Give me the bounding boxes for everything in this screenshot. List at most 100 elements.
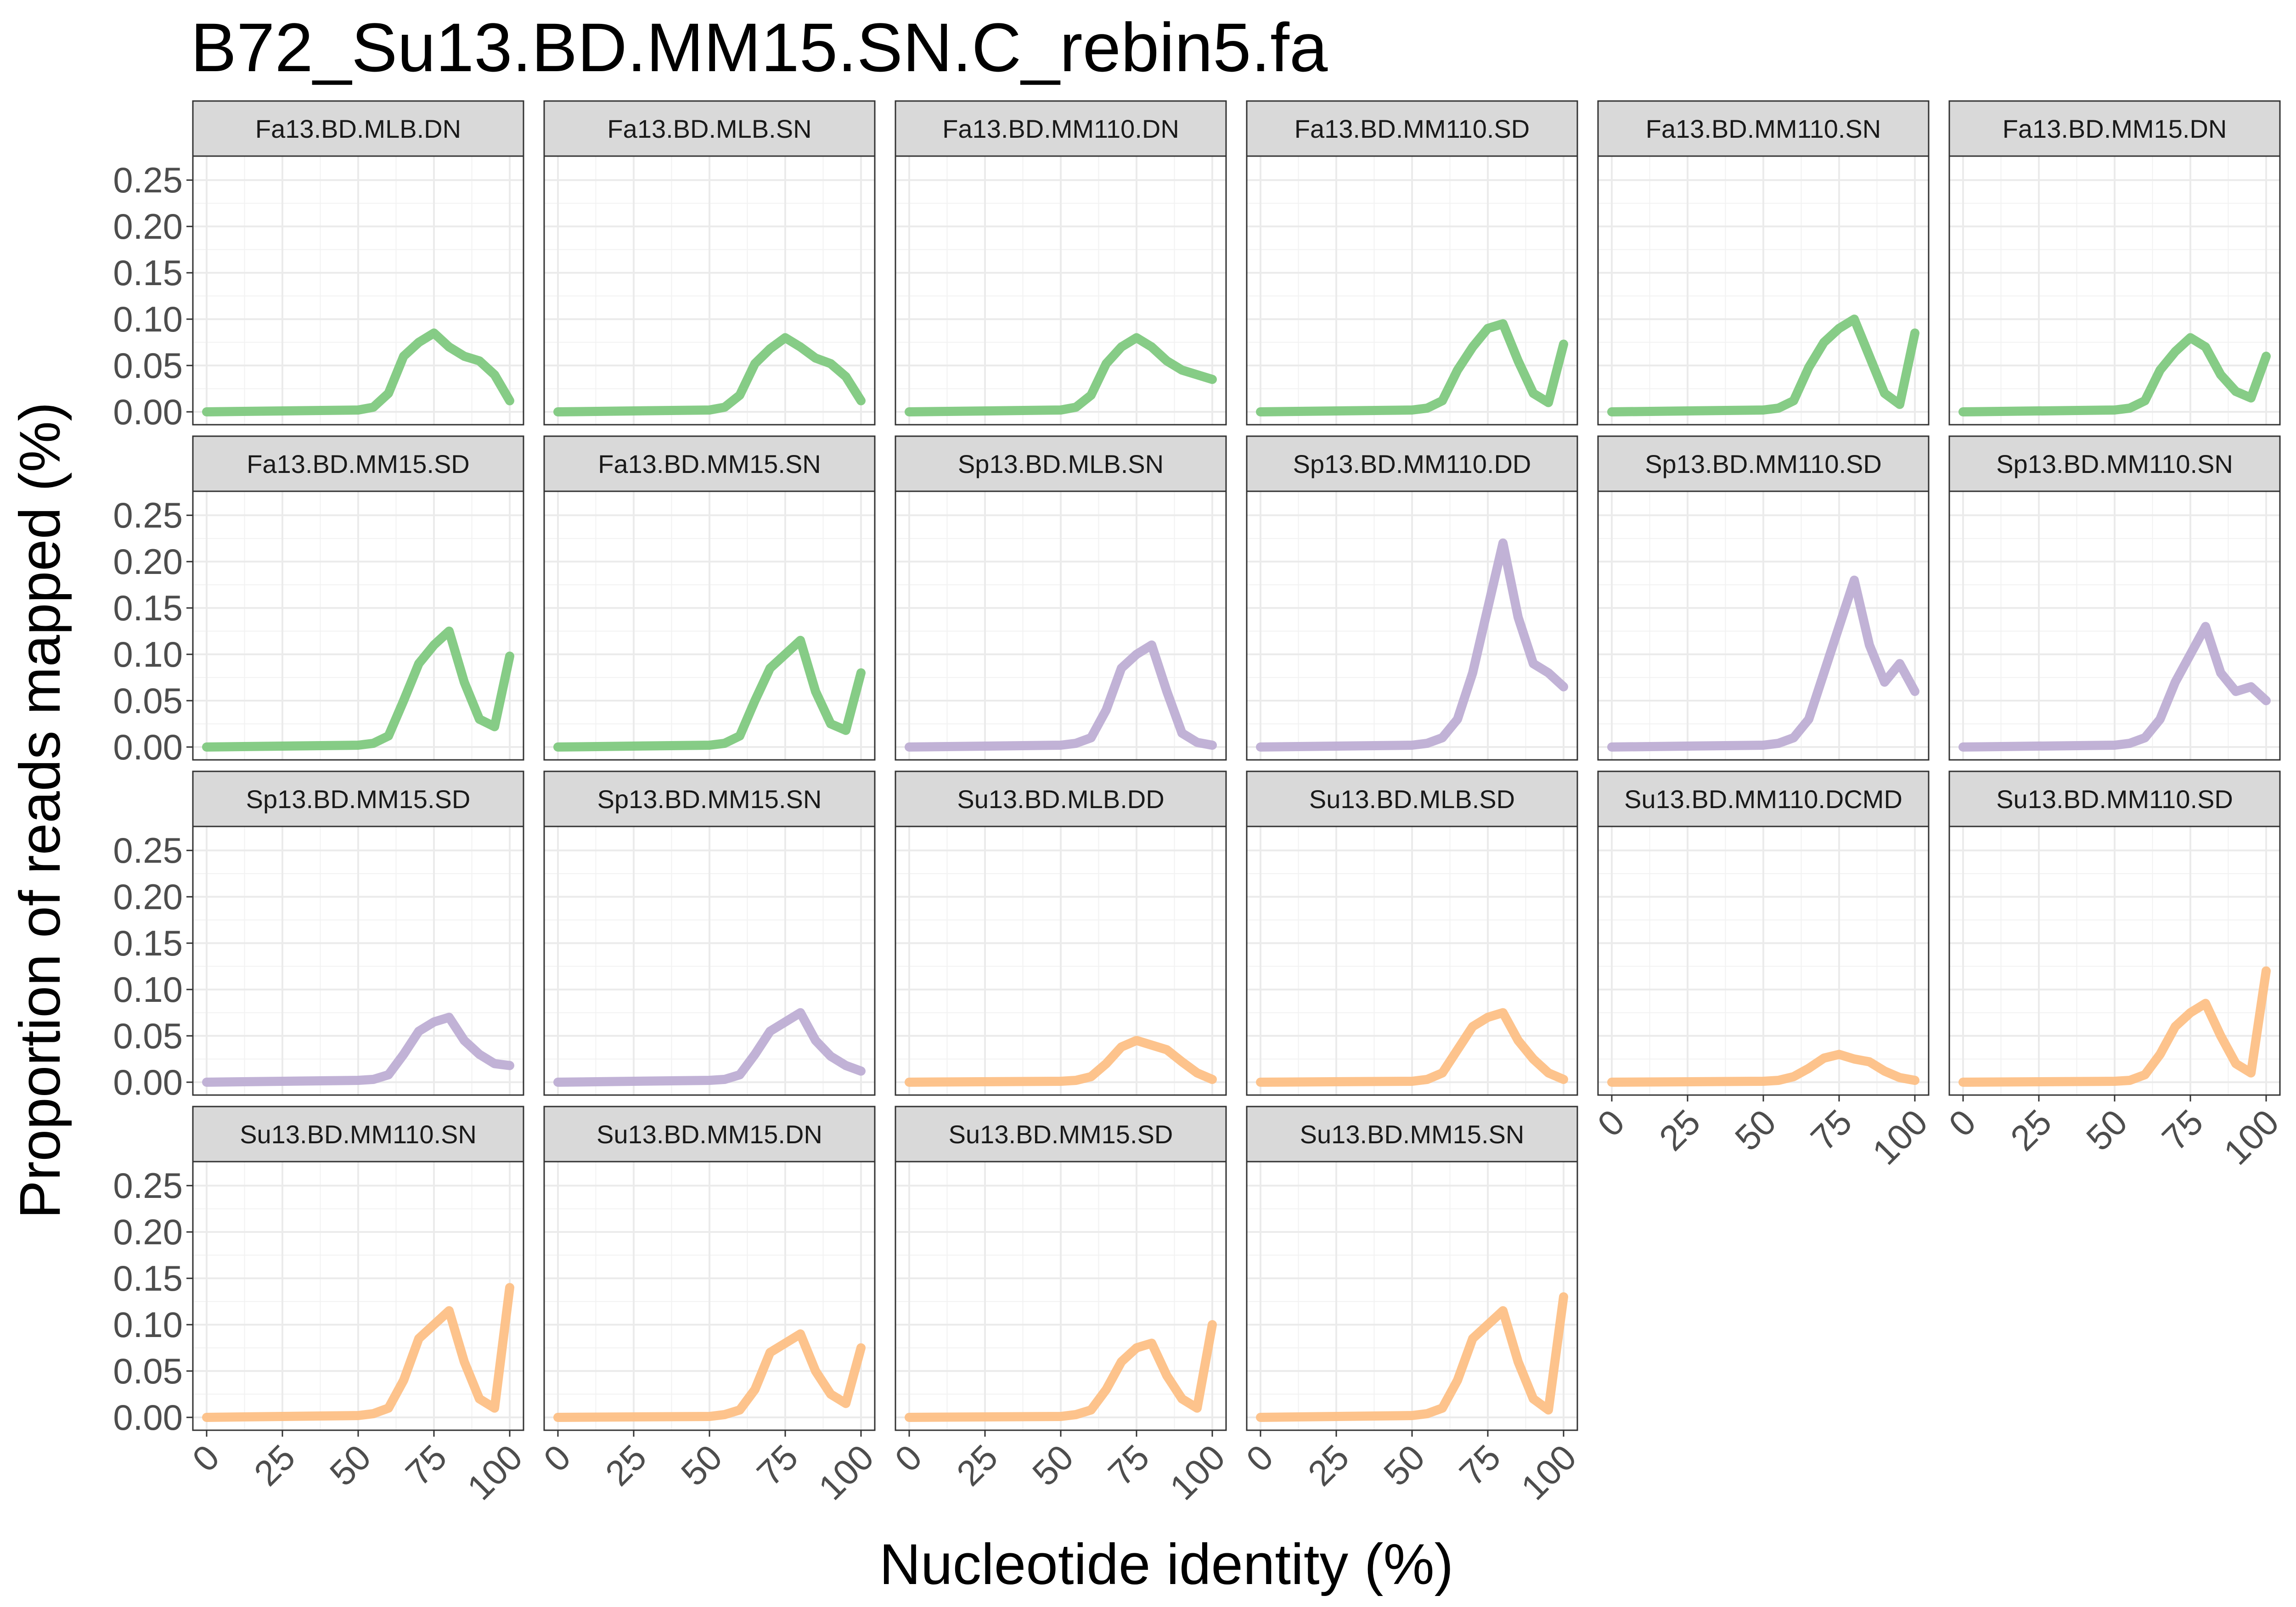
facet-strip-label: Fa13.BD.MLB.SN bbox=[607, 114, 811, 143]
facet-panel: Sp13.BD.MM15.SD 0.00 0.05 0.10 0.15 0.20 0.25 bbox=[113, 770, 524, 1102]
panel-border bbox=[543, 490, 876, 761]
series-line bbox=[202, 1012, 514, 1087]
facet-strip bbox=[1597, 100, 1930, 157]
y-tick-label: 0.20 bbox=[113, 541, 183, 582]
panel-border bbox=[1948, 490, 2281, 761]
y-tick-label: 0.10 bbox=[113, 1304, 183, 1345]
y-tick-label: 0.10 bbox=[113, 969, 183, 1010]
y-tick-label: 0.00 bbox=[113, 727, 183, 767]
facet-strip-label: Su13.BD.MM110.DCMD bbox=[1624, 785, 1902, 814]
series-line bbox=[553, 635, 866, 752]
facet-strip bbox=[1246, 1106, 1578, 1163]
facet-panel: Fa13.BD.MLB.SN bbox=[543, 100, 876, 426]
panel-border bbox=[192, 155, 524, 426]
series-line bbox=[1607, 315, 1919, 416]
facet-strip bbox=[1246, 770, 1578, 827]
series-line bbox=[905, 1320, 1217, 1422]
y-tick-label: 0.15 bbox=[113, 923, 183, 963]
y-tick-label: 0.25 bbox=[113, 1165, 183, 1206]
facet-strip-label: Fa13.BD.MM110.SN bbox=[1646, 114, 1881, 143]
series-line bbox=[905, 333, 1217, 416]
facet-panel: Su13.BD.MLB.DD bbox=[895, 770, 1227, 1096]
panel-border bbox=[1246, 826, 1578, 1096]
series-line bbox=[1958, 966, 2271, 1087]
series-line bbox=[1256, 1292, 1568, 1422]
facet-strip-label: Sp13.BD.MM110.SN bbox=[1996, 450, 2233, 478]
y-axis-title: Proportion of reads mapped (%) bbox=[8, 402, 72, 1219]
series-line bbox=[1958, 622, 2271, 752]
facet-panel: Fa13.BD.MM110.SD bbox=[1246, 100, 1578, 426]
facet-strip-label: Su13.BD.MM15.SD bbox=[949, 1120, 1173, 1149]
facet-strip-label: Sp13.BD.MM15.SN bbox=[597, 785, 822, 814]
series-line bbox=[553, 1008, 866, 1087]
series-line bbox=[553, 333, 866, 416]
y-tick-label: 0.05 bbox=[113, 345, 183, 386]
facet-panels: Fa13.BD.MLB.DN 0.00 0.05 0.10 0.15 0.20 0.25 Fa… bbox=[113, 100, 2287, 1508]
facet-panel: Sp13.BD.MM15.SN bbox=[543, 770, 876, 1096]
series-line bbox=[1607, 1050, 1919, 1087]
panel-border bbox=[192, 490, 524, 761]
chart-title: B72_Su13.BD.MM15.SN.C_rebin5.fa bbox=[191, 9, 1328, 86]
facet-strip bbox=[1948, 770, 2281, 827]
series-line bbox=[905, 1036, 1217, 1087]
panel-border bbox=[895, 490, 1227, 761]
facet-panel: Su13.BD.MLB.SD bbox=[1246, 770, 1578, 1096]
y-tick-label: 0.25 bbox=[113, 160, 183, 200]
facet-strip bbox=[543, 100, 876, 157]
series-line bbox=[1958, 333, 2271, 416]
facet-panel: Sp13.BD.MM110.SD bbox=[1597, 435, 1930, 761]
facet-panel: Su13.BD.MM110.SD0 25 50 75 100 bbox=[1941, 770, 2287, 1173]
panel-border bbox=[1246, 490, 1578, 761]
facet-strip-label: Su13.BD.MLB.SD bbox=[1309, 785, 1515, 814]
facet-strip-label: Sp13.BD.MM15.SD bbox=[246, 785, 471, 814]
y-tick-label: 0.10 bbox=[113, 299, 183, 339]
series-line bbox=[1607, 575, 1919, 752]
facet-strip-label: Su13.BD.MM15.SN bbox=[1300, 1120, 1525, 1149]
y-tick-label: 0.15 bbox=[113, 588, 183, 628]
y-tick-label: 0.15 bbox=[113, 253, 183, 293]
facet-strip bbox=[1246, 435, 1578, 492]
facet-panel: Fa13.BD.MM110.DN bbox=[895, 100, 1227, 426]
series-line bbox=[202, 1283, 514, 1422]
facet-strip-label: Fa13.BD.MM110.DN bbox=[942, 114, 1179, 143]
facet-strip bbox=[1948, 435, 2281, 492]
y-tick-label: 0.10 bbox=[113, 634, 183, 674]
facet-strip bbox=[895, 770, 1227, 827]
facet-strip-label: Fa13.BD.MM110.SD bbox=[1294, 114, 1530, 143]
facet-strip-label: Sp13.BD.MM110.DD bbox=[1293, 450, 1531, 478]
panel-border bbox=[1948, 155, 2281, 426]
panel-border bbox=[895, 155, 1227, 426]
y-tick-label: 0.05 bbox=[113, 1016, 183, 1056]
facet-panel: Su13.BD.MM15.DN0 25 50 75 100 bbox=[536, 1106, 882, 1508]
facet-strip bbox=[543, 1106, 876, 1163]
y-tick-label: 0.05 bbox=[113, 1351, 183, 1391]
facet-strip-label: Fa13.BD.MLB.DN bbox=[255, 114, 461, 143]
facet-panel: Sp13.BD.MM110.SN bbox=[1948, 435, 2281, 761]
facet-strip-label: Su13.BD.MM110.SD bbox=[1996, 785, 2233, 814]
panel-border bbox=[1597, 490, 1930, 761]
facet-strip-label: Sp13.BD.MM110.SD bbox=[1645, 450, 1882, 478]
facet-strip bbox=[543, 770, 876, 827]
y-tick-label: 0.15 bbox=[113, 1258, 183, 1298]
panel-border bbox=[543, 155, 876, 426]
y-tick-label: 0.20 bbox=[113, 206, 183, 247]
series-line bbox=[202, 328, 514, 416]
facet-strip-label: Su13.BD.MM110.SN bbox=[240, 1120, 477, 1149]
y-tick-label: 0.00 bbox=[113, 1397, 183, 1438]
facet-strip bbox=[192, 770, 524, 827]
facet-strip bbox=[895, 1106, 1227, 1163]
panel-border bbox=[543, 826, 876, 1096]
facet-strip bbox=[543, 435, 876, 492]
series-line bbox=[1256, 538, 1568, 752]
y-tick-label: 0.25 bbox=[113, 495, 183, 535]
panel-border bbox=[1246, 155, 1578, 426]
y-tick-label: 0.00 bbox=[113, 1062, 183, 1102]
facet-strip bbox=[1948, 100, 2281, 157]
facet-panel: Fa13.BD.MM15.DN bbox=[1948, 100, 2281, 426]
facet-panel: Sp13.BD.MM110.DD bbox=[1246, 435, 1578, 761]
facet-strip bbox=[192, 100, 524, 157]
y-tick-label: 0.25 bbox=[113, 830, 183, 871]
facet-panel: Fa13.BD.MM110.SN bbox=[1597, 100, 1930, 426]
